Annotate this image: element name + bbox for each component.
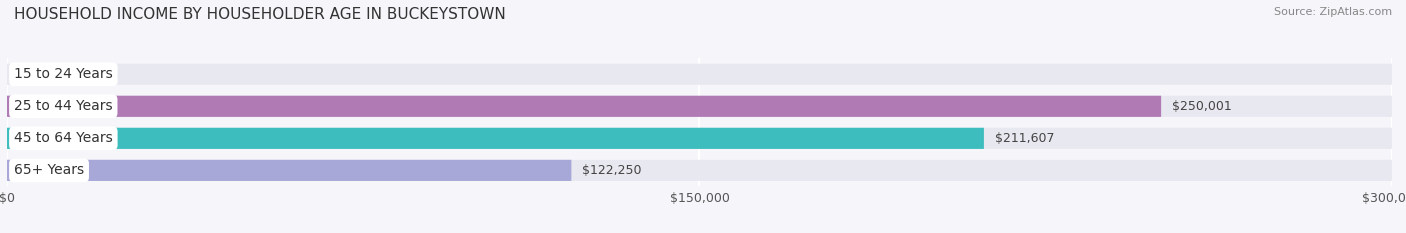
Text: $0: $0 bbox=[18, 68, 34, 81]
FancyBboxPatch shape bbox=[7, 64, 1392, 85]
Text: Source: ZipAtlas.com: Source: ZipAtlas.com bbox=[1274, 7, 1392, 17]
FancyBboxPatch shape bbox=[7, 160, 571, 181]
Text: $211,607: $211,607 bbox=[995, 132, 1054, 145]
Text: 25 to 44 Years: 25 to 44 Years bbox=[14, 99, 112, 113]
FancyBboxPatch shape bbox=[7, 128, 984, 149]
Text: $250,001: $250,001 bbox=[1173, 100, 1232, 113]
Text: HOUSEHOLD INCOME BY HOUSEHOLDER AGE IN BUCKEYSTOWN: HOUSEHOLD INCOME BY HOUSEHOLDER AGE IN B… bbox=[14, 7, 506, 22]
FancyBboxPatch shape bbox=[7, 160, 1392, 181]
Text: 15 to 24 Years: 15 to 24 Years bbox=[14, 67, 112, 81]
FancyBboxPatch shape bbox=[7, 96, 1161, 117]
FancyBboxPatch shape bbox=[7, 96, 1392, 117]
Text: 65+ Years: 65+ Years bbox=[14, 163, 84, 177]
FancyBboxPatch shape bbox=[7, 128, 1392, 149]
Text: 45 to 64 Years: 45 to 64 Years bbox=[14, 131, 112, 145]
Text: $122,250: $122,250 bbox=[582, 164, 643, 177]
